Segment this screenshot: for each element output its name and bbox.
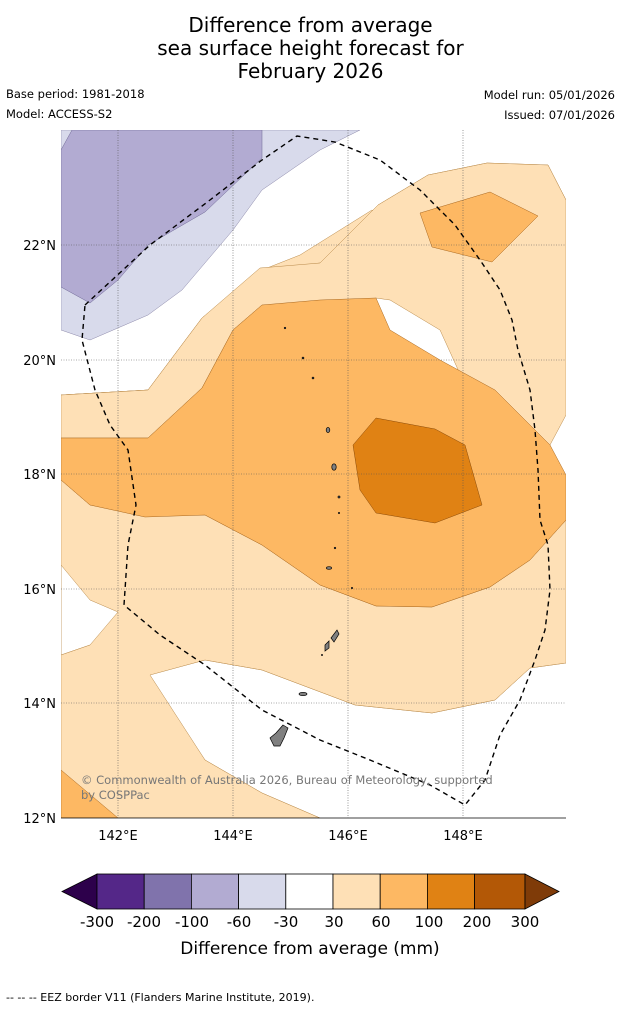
colorbar-left-extension <box>61 873 98 910</box>
colorbar-segment-3 <box>190 873 239 910</box>
island-anatahan <box>326 566 332 570</box>
colorbar-tick-2: -200 <box>127 913 161 931</box>
contour-60-100-northeast <box>419 191 539 263</box>
model-run: Model run: 05/01/2026 <box>483 88 615 102</box>
eez-footnote: -- -- -- EEZ border V11 (Flanders Marine… <box>6 991 315 1004</box>
lon-label-144: 144°E <box>213 829 253 844</box>
island-maug <box>301 356 305 360</box>
island-guguan <box>337 511 341 515</box>
colorbar-tick-3: -100 <box>175 913 209 931</box>
colorbar-tick-4: -60 <box>227 913 252 931</box>
colorbar-segment-8 <box>426 873 475 910</box>
lon-label-148: 148°E <box>443 829 483 844</box>
colorbar-title: Difference from average (mm) <box>180 939 439 959</box>
lat-label-12: 12°N <box>23 812 56 827</box>
colorbar-segment-6 <box>332 873 381 910</box>
title-line-2: sea surface height forecast for <box>157 36 464 60</box>
island-alamagan <box>337 495 341 499</box>
lat-label-18: 18°N <box>23 468 56 483</box>
contour-60-100-southwest <box>61 769 119 818</box>
contour-fills <box>61 130 566 818</box>
copyright-line-2: by COSPPac <box>81 788 150 802</box>
colorbar-segment-9 <box>474 873 526 910</box>
lat-label-16: 16°N <box>23 583 56 598</box>
title-line-1: Difference from average <box>188 13 433 37</box>
island-asuncion <box>311 376 315 380</box>
lon-label-146: 146°E <box>328 829 368 844</box>
colorbar-tick-1: -300 <box>80 913 114 931</box>
island-sarigan <box>333 546 337 550</box>
contour-100-200 <box>352 417 483 524</box>
contour-60-100 <box>61 297 566 608</box>
contour-minus60-minus100 <box>61 130 263 304</box>
base-period: Base period: 1981-2018 <box>6 87 145 101</box>
lat-label-20: 20°N <box>23 354 56 369</box>
eez-border <box>81 135 551 806</box>
colorbar-tick-7: 60 <box>371 913 390 931</box>
island-farallon-de-medinilla <box>350 586 354 590</box>
colorbar-segment-4 <box>238 873 287 910</box>
islands <box>269 326 354 747</box>
island-rota <box>298 691 308 697</box>
colorbar: -300 -200 -100 -60 -30 30 60 100 200 300… <box>61 873 560 959</box>
island-saipan <box>330 629 340 643</box>
model-name: Model: ACCESS-S2 <box>6 107 113 121</box>
island-tinian <box>324 640 330 652</box>
island-farallon-de-pajaros <box>283 326 287 330</box>
colorbar-tick-9: 200 <box>463 913 492 931</box>
colorbar-segment-2 <box>143 873 192 910</box>
copyright-line-1: © Commonwealth of Australia 2026, Bureau… <box>81 773 493 787</box>
colorbar-tick-10: 300 <box>511 913 540 931</box>
colorbar-tick-8: 100 <box>415 913 444 931</box>
colorbar-segment-7 <box>379 873 428 910</box>
title-line-3: February 2026 <box>237 59 384 83</box>
lon-label-142: 142°E <box>98 829 138 844</box>
island-aguijan <box>321 654 323 656</box>
colorbar-segment-5 <box>285 873 334 910</box>
colorbar-segment-1 <box>96 873 145 910</box>
chart-title: Difference from average sea surface heig… <box>0 14 621 83</box>
lat-label-14: 14°N <box>23 697 56 712</box>
lat-label-22: 22°N <box>23 239 56 254</box>
colorbar-right-extension <box>524 873 560 910</box>
island-pagan <box>331 463 337 471</box>
issued-date: Issued: 07/01/2026 <box>504 108 615 122</box>
island-agrihan <box>325 427 331 433</box>
colorbar-tick-6: 30 <box>324 913 343 931</box>
gridlines <box>61 130 566 818</box>
colorbar-tick-5: -30 <box>274 913 299 931</box>
island-guam <box>269 724 289 747</box>
